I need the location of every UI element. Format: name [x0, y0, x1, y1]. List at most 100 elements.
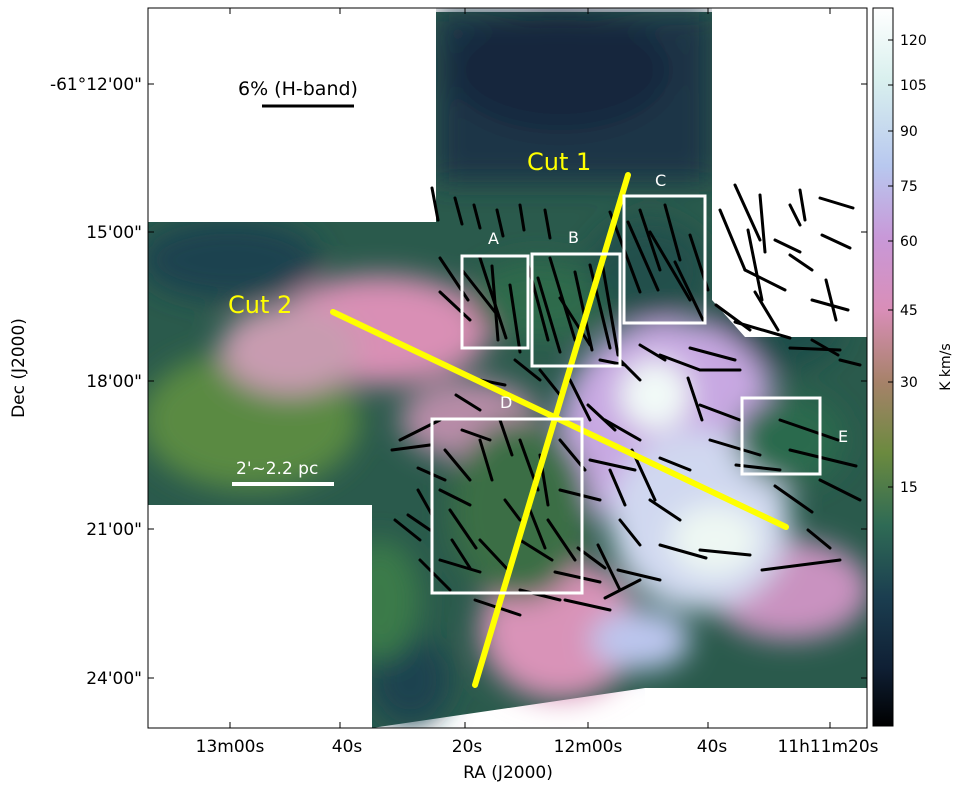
polarization-vector — [393, 518, 422, 542]
polarization-vector — [760, 558, 842, 572]
x-tick-label: 40s — [697, 737, 728, 757]
polarization-vector — [416, 488, 434, 517]
polarization-vector — [806, 528, 832, 550]
colorbar-tick-label: 15 — [900, 480, 918, 496]
polarization-vector — [495, 208, 505, 238]
polarization-vector — [773, 484, 814, 514]
blank-region — [712, 190, 867, 337]
polarization-vector — [673, 260, 705, 322]
polarization-vector — [798, 188, 807, 222]
polarization-vector — [528, 508, 547, 550]
colorbar-tick-label: 30 — [900, 375, 918, 391]
polarization-vector — [536, 276, 562, 354]
box-d — [430, 417, 584, 595]
x-axis-label: RA (J2000) — [463, 763, 553, 783]
polarization-vector — [438, 290, 472, 322]
polarization-vector — [430, 186, 440, 222]
polarization-vector — [538, 368, 562, 397]
polarization-vector — [658, 456, 692, 472]
box-e — [740, 396, 822, 476]
polarization-vector — [568, 378, 592, 422]
plot-frame — [147, 7, 868, 729]
blank-region — [712, 8, 867, 190]
polarization-vector — [838, 358, 862, 367]
polarization-vector — [788, 448, 858, 468]
x-tick-label: 12m00s — [554, 737, 623, 757]
polarization-vector — [658, 543, 708, 560]
polarization-vector — [818, 196, 855, 210]
box-d-label: D — [500, 393, 512, 412]
polarization-vector — [453, 196, 464, 226]
polarization-vector — [626, 220, 660, 292]
y-ticks — [148, 83, 867, 679]
colorbar-tick-label: 45 — [900, 303, 918, 319]
polarization-vector — [588, 458, 637, 472]
polarization-vector — [443, 448, 472, 482]
polarization-vector — [503, 498, 522, 522]
polarization-vector — [810, 298, 850, 312]
polarization-vector — [688, 346, 737, 362]
polarization-vector — [586, 403, 617, 432]
cut-1-label: Cut 1 — [527, 148, 591, 176]
polarization-vector — [788, 203, 802, 227]
cut-2-label: Cut 2 — [228, 291, 292, 319]
polarization-vector — [390, 443, 432, 452]
polarization-vector — [518, 538, 554, 562]
polarization-vector — [438, 558, 482, 574]
polarization-vector — [708, 438, 762, 457]
polarization-vector — [818, 478, 862, 502]
polarization-vector — [548, 256, 577, 342]
polarization-vector — [406, 513, 432, 532]
x-tick-label: 20s — [452, 737, 483, 757]
y-tick-label: 21'00" — [86, 520, 142, 540]
colorbar-tick-label: 90 — [900, 124, 918, 140]
polarization-vector — [773, 238, 802, 254]
polarization-vector — [648, 230, 692, 302]
box-e-label: E — [838, 427, 848, 446]
polarization-vector — [648, 498, 682, 522]
physical-scale-label: 2'~2.2 pc — [236, 459, 318, 479]
polarization-vector — [518, 203, 526, 232]
polarization-vector — [472, 203, 482, 230]
x-tick-label: 13m00s — [196, 737, 265, 757]
x-tick-label: 11h11m20s — [777, 737, 878, 757]
colorbar-tick-label: 60 — [900, 234, 918, 250]
polarization-vector — [778, 418, 840, 442]
polarization-scale-label: 6% (H-band) — [238, 78, 358, 100]
polarization-vector — [450, 538, 472, 570]
polarization-vector — [460, 428, 492, 442]
blank-region — [148, 505, 372, 728]
polarization-vector — [758, 193, 767, 254]
polarization-vector — [616, 568, 662, 582]
polarization-vector — [698, 403, 742, 422]
polarization-vector — [638, 343, 667, 362]
polarization-vector — [543, 208, 552, 240]
polarization-vector — [788, 253, 814, 272]
polarization-vector — [460, 268, 497, 314]
polarization-vector — [746, 228, 764, 302]
polarization-vector — [788, 346, 842, 352]
polarization-vector — [618, 518, 642, 547]
polarization-vector — [824, 278, 838, 322]
polarization-vector — [418, 558, 452, 592]
colorbar-label: K km/s — [938, 343, 954, 390]
y-tick-label: 15'00" — [86, 223, 142, 243]
polarization-vector — [638, 208, 662, 272]
polarization-vector — [820, 233, 852, 250]
polarization-vector — [438, 488, 472, 507]
colorbar-tick-label: 105 — [900, 78, 927, 94]
polarization-vector — [603, 578, 642, 600]
polarization-vector — [454, 393, 482, 412]
y-tick-label: 18'00" — [86, 372, 142, 392]
colorbar-tick-label: 120 — [900, 33, 927, 49]
polarization-vector — [553, 570, 602, 584]
colorbar-tick-label: 75 — [900, 179, 918, 195]
cut-1-line — [472, 172, 631, 688]
box-a — [460, 254, 530, 350]
box-c-label: C — [655, 171, 666, 190]
polarization-vector — [743, 268, 787, 292]
box-b-label: B — [568, 228, 579, 247]
polarization-vector — [733, 183, 762, 242]
box-a-label: A — [488, 229, 499, 248]
polarization-vector — [588, 263, 612, 350]
